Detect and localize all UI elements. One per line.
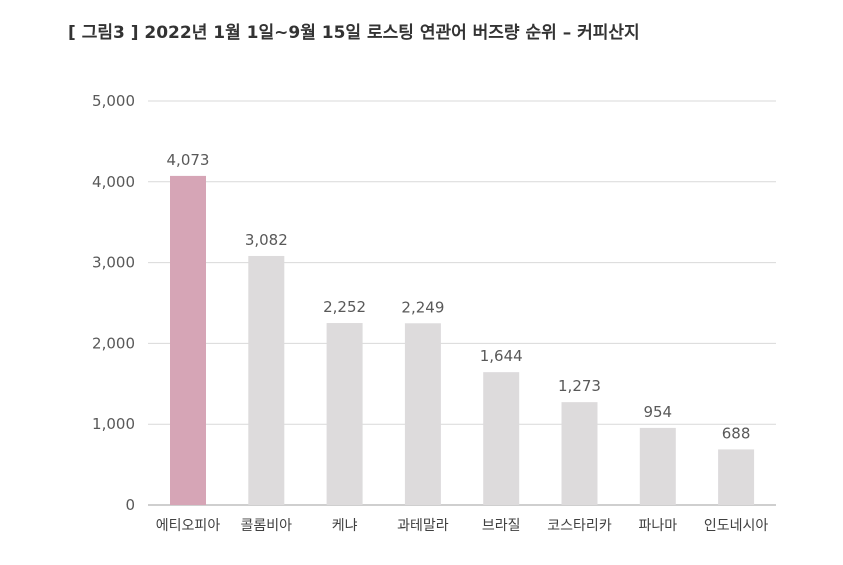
x-tick-label: 인도네시아 <box>704 518 769 534</box>
x-tick-label: 과테말라 <box>397 518 449 534</box>
bar <box>404 323 441 505</box>
bar <box>248 255 285 505</box>
data-label: 1,644 <box>480 347 523 365</box>
x-tick-label: 파나마 <box>638 518 677 534</box>
x-tick-label: 콜롬비아 <box>241 518 293 534</box>
data-label: 2,249 <box>401 298 444 316</box>
bar <box>718 449 755 505</box>
bar <box>170 175 206 505</box>
y-tick-label: 4,000 <box>92 173 135 191</box>
y-tick-label: 5,000 <box>92 92 135 110</box>
y-axis-ticks: 0 1,000 2,000 3,000 4,000 5,000 <box>92 92 135 514</box>
bar <box>483 372 520 505</box>
x-tick-label: 코스타리카 <box>547 518 612 534</box>
data-label: 1,273 <box>558 377 601 395</box>
bar <box>561 402 598 505</box>
x-tick-label: 브라질 <box>482 518 521 534</box>
data-label: 954 <box>643 403 672 421</box>
y-tick-label: 2,000 <box>92 334 135 352</box>
bar <box>639 427 676 505</box>
data-label: 688 <box>722 424 751 442</box>
bar <box>326 323 363 505</box>
x-axis-ticks: 에티오피아 콜롬비아 케냐 과테말라 브라질 코스타리카 파나마 인도네시아 <box>156 518 769 534</box>
data-label: 3,082 <box>245 231 288 249</box>
data-label: 2,252 <box>323 298 366 316</box>
y-tick-label: 3,000 <box>92 254 135 272</box>
gridlines <box>148 100 776 506</box>
x-tick-label: 케냐 <box>332 518 358 534</box>
bars <box>170 175 755 505</box>
y-tick-label: 1,000 <box>92 415 135 433</box>
chart-title: [ 그림3 ] 2022년 1월 1일~9월 15일 로스팅 연관어 버즈량 순… <box>68 23 640 43</box>
data-label: 4,073 <box>167 151 210 169</box>
y-tick-label: 0 <box>125 496 135 514</box>
data-labels: 4,073 3,082 2,252 2,249 1,644 1,273 954 688 <box>167 151 751 443</box>
x-tick-label: 에티오피아 <box>156 518 221 534</box>
